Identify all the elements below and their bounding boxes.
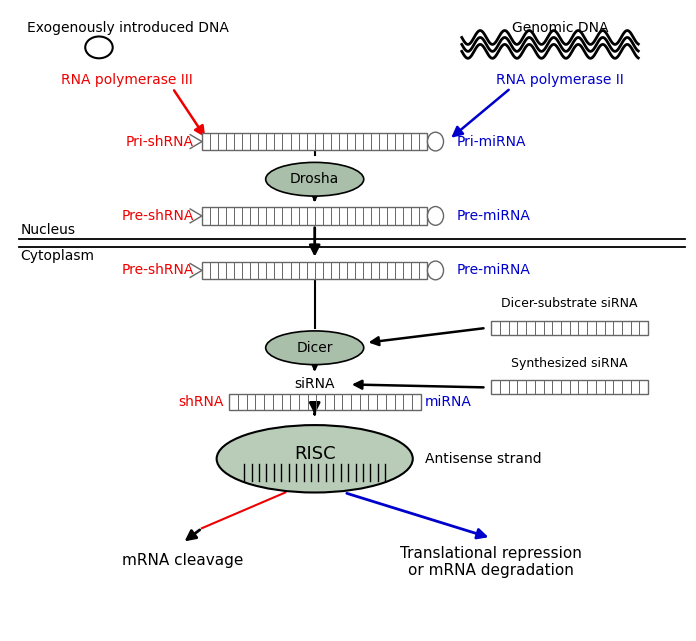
Text: Pri-shRNA: Pri-shRNA: [126, 135, 194, 149]
Bar: [230, 394, 420, 410]
Ellipse shape: [216, 425, 413, 492]
Text: Genomic DNA: Genomic DNA: [512, 21, 608, 35]
Bar: [202, 207, 427, 225]
Text: siRNA: siRNA: [294, 378, 335, 392]
Bar: [491, 321, 648, 335]
Text: shRNA: shRNA: [178, 395, 223, 410]
Ellipse shape: [266, 162, 364, 196]
Text: mRNA cleavage: mRNA cleavage: [122, 553, 243, 568]
Text: Nucleus: Nucleus: [20, 222, 76, 237]
Text: Pre-shRNA: Pre-shRNA: [122, 263, 194, 278]
Ellipse shape: [427, 206, 443, 225]
Text: Antisense strand: Antisense strand: [425, 452, 541, 466]
Ellipse shape: [427, 261, 443, 280]
Text: Pre-miRNA: Pre-miRNA: [457, 209, 531, 223]
Bar: [202, 133, 427, 151]
Text: Exogenously introduced DNA: Exogenously introduced DNA: [27, 21, 229, 35]
Text: RNA polymerase II: RNA polymerase II: [496, 73, 624, 87]
Ellipse shape: [427, 132, 443, 151]
Text: RISC: RISC: [294, 445, 335, 463]
Ellipse shape: [266, 331, 364, 365]
Text: miRNA: miRNA: [425, 395, 471, 410]
Text: Drosha: Drosha: [290, 172, 340, 187]
Text: Dicer: Dicer: [296, 341, 333, 354]
Text: Pre-miRNA: Pre-miRNA: [457, 263, 531, 278]
Text: Cytoplasm: Cytoplasm: [20, 249, 95, 263]
Text: Pre-shRNA: Pre-shRNA: [122, 209, 194, 223]
Text: Translational repression
or mRNA degradation: Translational repression or mRNA degrada…: [400, 546, 582, 578]
Ellipse shape: [85, 37, 113, 58]
Bar: [491, 381, 648, 394]
Text: Pri-miRNA: Pri-miRNA: [457, 135, 526, 149]
Bar: [202, 262, 427, 279]
Text: Dicer-substrate siRNA: Dicer-substrate siRNA: [501, 297, 638, 310]
Text: Synthesized siRNA: Synthesized siRNA: [512, 356, 628, 370]
Text: RNA polymerase III: RNA polymerase III: [61, 73, 192, 87]
